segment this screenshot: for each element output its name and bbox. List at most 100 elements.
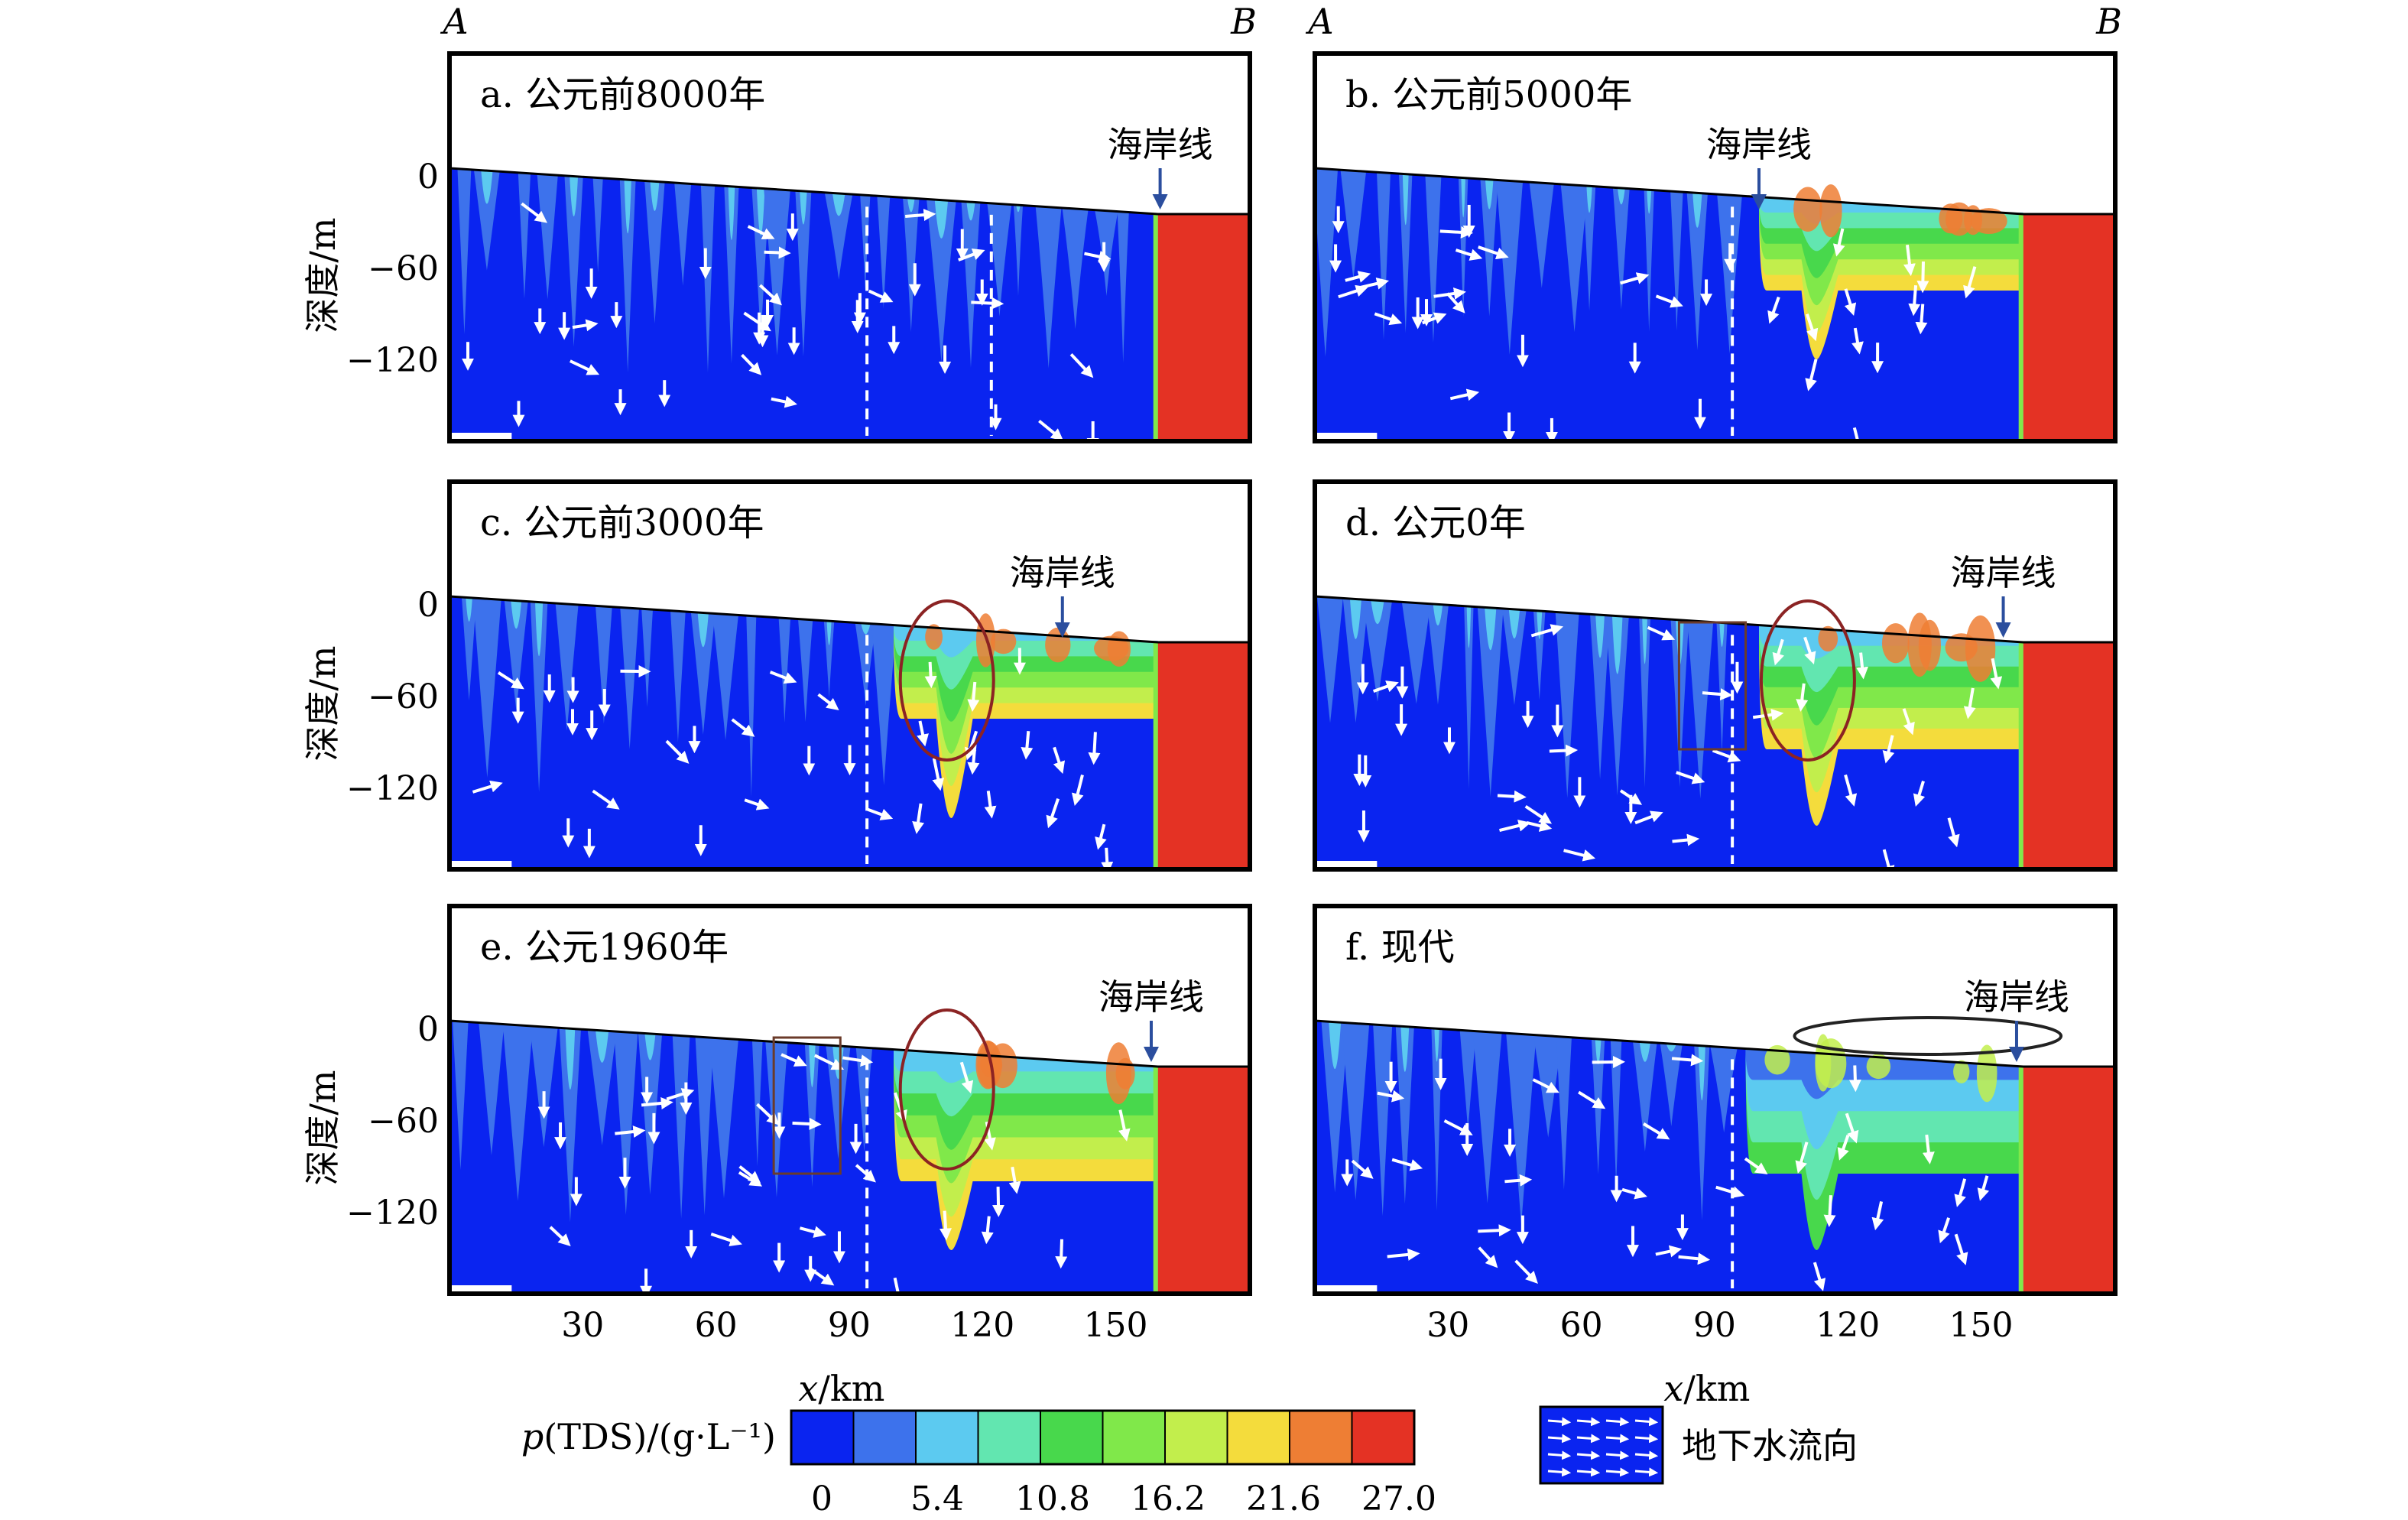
flow-arrow bbox=[971, 302, 999, 304]
saline-patch bbox=[1106, 1042, 1131, 1104]
flow-legend-arrow bbox=[1635, 1437, 1655, 1439]
x-tick-label: 30 bbox=[561, 1306, 604, 1345]
colorbar-tick-label: 16.2 bbox=[1131, 1479, 1206, 1517]
flow-arrow bbox=[1829, 1195, 1831, 1223]
flow-legend-arrow bbox=[1548, 1471, 1568, 1473]
colorbar-label-rest: (TDS)/(g·L⁻¹) bbox=[544, 1416, 776, 1457]
colorbar-tick-label: 0 bbox=[811, 1479, 832, 1517]
y-tick-label: −60 bbox=[368, 249, 439, 288]
panel-title: a. 公元前8000年 bbox=[480, 73, 765, 116]
x-tick-label: 150 bbox=[1084, 1306, 1148, 1345]
endpoint-b: B bbox=[2095, 1, 2122, 42]
coastline-label: 海岸线 bbox=[1108, 124, 1213, 165]
flow-arrow bbox=[1498, 796, 1522, 797]
coastline-label: 海岸线 bbox=[1964, 976, 2069, 1018]
flow-legend-arrow bbox=[1606, 1437, 1626, 1439]
saline-patch bbox=[1965, 615, 1995, 682]
seawater-zone bbox=[2023, 1067, 2115, 1454]
colorbar-tick-label: 5.4 bbox=[910, 1479, 964, 1517]
flow-arrow bbox=[1061, 1239, 1062, 1265]
flow-legend-arrow bbox=[1548, 1421, 1568, 1422]
seawater-zone bbox=[1158, 1067, 1250, 1454]
x-axis-unit: /km bbox=[1683, 1368, 1750, 1409]
flow-legend-arrow bbox=[1606, 1471, 1626, 1473]
flow-arrow bbox=[793, 1123, 818, 1125]
saline-patch bbox=[1045, 628, 1070, 663]
coastline-label: 海岸线 bbox=[1010, 552, 1115, 593]
y-tick-label: −60 bbox=[368, 677, 439, 716]
flow-arrow bbox=[1913, 285, 1916, 312]
y-tick-label: −60 bbox=[368, 1102, 439, 1141]
flow-arrow bbox=[1550, 750, 1574, 751]
y-tick-label: −120 bbox=[346, 1194, 439, 1233]
x-tick-label: 90 bbox=[828, 1306, 871, 1345]
colorbar-swatch bbox=[1228, 1411, 1290, 1464]
saline-patch bbox=[1819, 184, 1842, 237]
colorbar-swatch bbox=[1290, 1411, 1352, 1464]
x-tick-label: 120 bbox=[950, 1306, 1014, 1345]
endpoint-a: A bbox=[1305, 1, 1333, 42]
colorbar-tick-label: 21.6 bbox=[1246, 1479, 1321, 1517]
x-tick-label: 120 bbox=[1816, 1306, 1880, 1345]
flow-legend-arrow bbox=[1635, 1421, 1655, 1422]
endpoint-b: B bbox=[1230, 1, 1257, 42]
flow-legend: 地下水流向 bbox=[1540, 1407, 1858, 1483]
y-axis-label: 深度/m bbox=[302, 217, 343, 333]
panel-title: c. 公元前3000年 bbox=[480, 502, 764, 544]
colorbar-tick-label: 27.0 bbox=[1361, 1479, 1436, 1517]
y-tick-label: 0 bbox=[417, 1010, 439, 1049]
flow-arrow bbox=[1440, 231, 1469, 232]
panel-title: d. 公元0年 bbox=[1345, 502, 1526, 544]
colorbar-label-var: p bbox=[521, 1416, 544, 1457]
flow-arrow bbox=[1504, 1180, 1527, 1181]
flow-arrow bbox=[945, 1211, 946, 1236]
panel-title: b. 公元前5000年 bbox=[1345, 73, 1632, 116]
y-axis-label: 深度/m bbox=[302, 645, 343, 761]
flow-legend-arrow bbox=[1548, 1454, 1568, 1456]
flow-legend-arrow bbox=[1635, 1471, 1655, 1473]
flow-arrow bbox=[764, 252, 787, 253]
endpoint-a: A bbox=[440, 1, 468, 42]
flow-arrow bbox=[930, 662, 931, 684]
flow-arrow bbox=[1592, 1062, 1621, 1063]
x-axis-unit: /km bbox=[818, 1368, 884, 1409]
colorbar-swatch bbox=[854, 1411, 917, 1464]
x-axis-var: x bbox=[798, 1368, 818, 1409]
colorbar-swatch bbox=[791, 1411, 854, 1464]
panel-title: e. 公元1960年 bbox=[480, 926, 729, 969]
colorbar-swatch bbox=[978, 1411, 1041, 1464]
coastline-label: 海岸线 bbox=[1099, 976, 1204, 1018]
flow-legend-arrow bbox=[1606, 1421, 1626, 1422]
coastline-label: 海岸线 bbox=[1706, 124, 1812, 165]
flow-legend-arrow bbox=[1577, 1454, 1597, 1456]
x-tick-label: 60 bbox=[1560, 1306, 1603, 1345]
x-axis-label: x/km bbox=[798, 1368, 884, 1409]
y-tick-label: −120 bbox=[346, 341, 439, 380]
x-tick-label: 60 bbox=[695, 1306, 738, 1345]
colorbar-tick-label: 10.8 bbox=[1015, 1479, 1090, 1517]
flow-arrow bbox=[1094, 732, 1095, 760]
flow-legend-arrow bbox=[1548, 1437, 1568, 1439]
colorbar-swatch bbox=[1103, 1411, 1166, 1464]
saline-patch bbox=[1882, 623, 1910, 663]
colorbar-swatch bbox=[1040, 1411, 1103, 1464]
y-axis-label: 深度/m bbox=[302, 1070, 343, 1185]
saline-patch bbox=[1793, 187, 1822, 232]
x-axis-var: x bbox=[1663, 1368, 1683, 1409]
flow-legend-arrow bbox=[1635, 1454, 1655, 1456]
flow-legend-arrow bbox=[1577, 1421, 1597, 1422]
colorbar-swatch bbox=[1352, 1411, 1415, 1464]
flow-legend-arrow bbox=[1577, 1437, 1597, 1439]
y-tick-label: −120 bbox=[346, 769, 439, 808]
flow-legend-label: 地下水流向 bbox=[1682, 1425, 1858, 1466]
flow-arrow bbox=[1702, 693, 1728, 695]
transition-strip bbox=[2019, 1067, 2023, 1454]
x-tick-label: 90 bbox=[1693, 1306, 1736, 1345]
panel-title: f. 现代 bbox=[1345, 926, 1455, 969]
saline-patch bbox=[1908, 612, 1932, 677]
x-tick-label: 150 bbox=[1949, 1306, 2014, 1345]
